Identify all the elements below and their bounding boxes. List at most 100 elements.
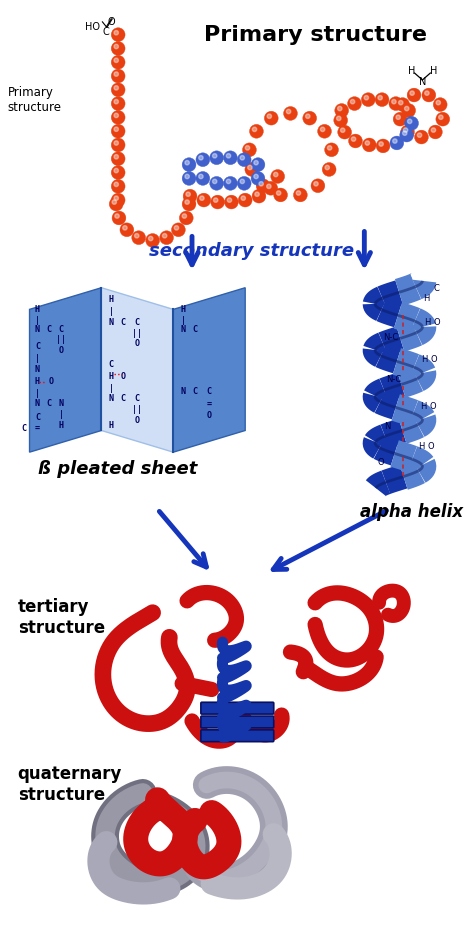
Text: C: C [206,387,211,396]
Circle shape [182,171,196,185]
Circle shape [428,125,442,139]
Circle shape [109,197,123,211]
Text: N: N [384,422,390,431]
Circle shape [114,44,118,49]
Circle shape [351,137,356,142]
Circle shape [237,153,251,166]
Circle shape [256,179,270,192]
Circle shape [436,112,450,126]
Text: C: C [59,325,64,334]
Circle shape [400,129,414,142]
Circle shape [422,88,436,102]
Circle shape [340,128,345,132]
Circle shape [196,171,210,185]
Circle shape [185,200,189,204]
FancyBboxPatch shape [201,730,274,742]
Circle shape [415,130,428,144]
Text: C: C [134,394,139,403]
Circle shape [111,83,125,97]
Circle shape [114,182,118,187]
Text: C: C [47,400,52,409]
Text: H: H [429,66,437,76]
Text: C: C [192,325,198,334]
Circle shape [365,141,370,145]
Text: C: C [192,387,198,396]
Circle shape [196,153,210,166]
Text: N: N [181,325,186,334]
Text: H: H [109,421,114,430]
Text: N: N [181,387,186,396]
Text: H: H [181,305,186,314]
Text: tertiary
structure: tertiary structure [18,598,105,636]
Circle shape [252,127,257,131]
Text: O: O [108,17,115,27]
Text: C: C [134,317,139,327]
Circle shape [252,190,266,203]
Text: C: C [35,342,40,352]
Circle shape [186,192,191,196]
Circle shape [172,223,185,237]
Circle shape [114,86,118,90]
Text: H: H [109,295,114,304]
Circle shape [200,196,204,201]
Circle shape [111,152,125,166]
Circle shape [273,172,278,177]
Circle shape [123,226,127,230]
Circle shape [410,91,414,95]
Circle shape [337,106,342,111]
Circle shape [325,166,329,169]
Circle shape [160,230,173,244]
Circle shape [350,100,355,104]
Circle shape [401,125,414,139]
Text: |: | [109,307,114,315]
Circle shape [335,104,348,117]
Text: |: | [109,384,114,392]
Circle shape [254,174,258,179]
Circle shape [417,133,422,137]
Circle shape [403,128,408,132]
Text: N-C: N-C [386,375,401,384]
Circle shape [132,230,146,244]
Circle shape [111,56,125,69]
Circle shape [111,166,125,179]
Text: C: C [103,27,109,37]
Circle shape [392,139,397,143]
Text: H: H [109,372,114,381]
Circle shape [273,188,287,202]
Circle shape [226,179,231,184]
Circle shape [322,163,336,177]
Circle shape [114,127,118,131]
Circle shape [251,171,265,185]
Text: |: | [181,315,186,325]
Text: ||: || [132,405,142,414]
Circle shape [286,109,291,114]
Circle shape [224,151,237,165]
Circle shape [135,233,139,238]
Circle shape [276,191,281,195]
Text: H O: H O [426,317,441,327]
Circle shape [267,114,272,118]
Circle shape [212,179,217,184]
Circle shape [114,100,118,104]
Circle shape [271,169,284,183]
Circle shape [227,198,232,203]
Circle shape [376,139,390,153]
Circle shape [111,28,125,42]
FancyBboxPatch shape [201,702,274,714]
Text: N: N [59,400,64,409]
Circle shape [114,113,118,117]
Circle shape [114,196,118,201]
Circle shape [115,214,119,218]
Circle shape [163,233,167,238]
Circle shape [405,117,419,130]
Text: H: H [35,376,40,386]
Circle shape [408,119,412,124]
Circle shape [296,191,301,195]
Text: Primary structure: Primary structure [204,25,427,44]
Circle shape [240,155,245,160]
Text: |: | [35,315,40,325]
Text: O: O [120,372,126,381]
Text: O: O [206,412,211,420]
Text: O: O [134,339,139,349]
Circle shape [306,114,310,118]
